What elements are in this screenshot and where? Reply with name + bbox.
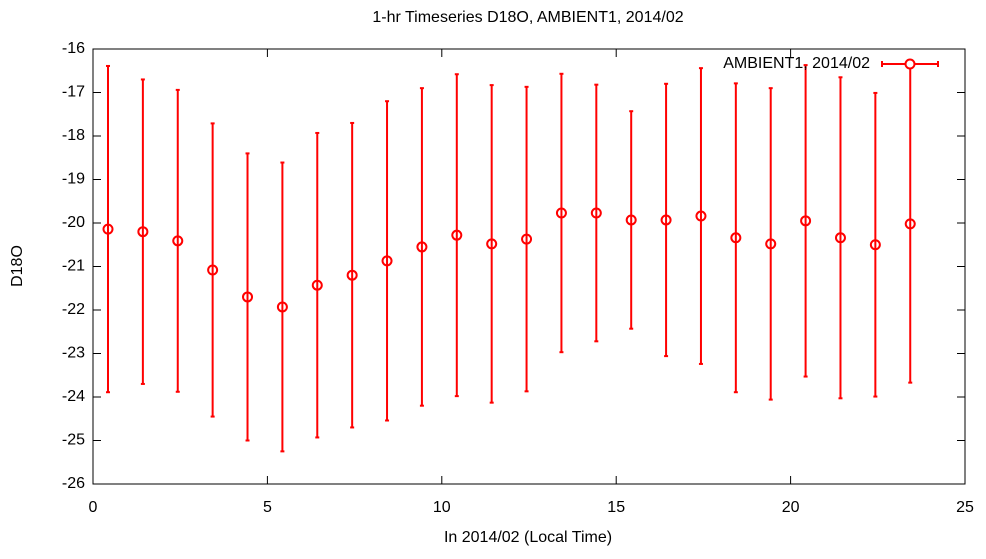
data-point bbox=[102, 223, 114, 235]
error-bar bbox=[210, 122, 215, 418]
chart-title: 1-hr Timeseries D18O, AMBIENT1, 2014/02 bbox=[372, 9, 683, 26]
y-tick-label: -22 bbox=[62, 301, 85, 318]
error-bar bbox=[105, 64, 110, 394]
error-bar bbox=[315, 131, 320, 439]
error-bar bbox=[245, 152, 250, 442]
data-point bbox=[869, 239, 881, 251]
error-bar bbox=[489, 84, 494, 404]
error-bar bbox=[280, 161, 285, 453]
y-tick-label: -21 bbox=[62, 258, 85, 275]
error-bar bbox=[768, 87, 773, 401]
data-point bbox=[521, 233, 533, 245]
error-bar bbox=[454, 73, 459, 398]
y-tick-label: -26 bbox=[62, 475, 85, 492]
error-bar bbox=[664, 82, 669, 358]
x-tick-label: 5 bbox=[263, 499, 272, 516]
data-point bbox=[800, 215, 812, 227]
data-point bbox=[590, 207, 602, 219]
y-tick-label: -18 bbox=[62, 127, 85, 144]
x-tick-label: 15 bbox=[607, 499, 625, 516]
data-point bbox=[834, 232, 846, 244]
error-bar bbox=[873, 91, 878, 398]
data-point bbox=[451, 229, 463, 241]
error-bar bbox=[698, 67, 703, 365]
y-tick-label: -20 bbox=[62, 214, 85, 231]
y-tick-label: -17 bbox=[62, 84, 85, 101]
y-axis-label: D18O bbox=[9, 245, 26, 287]
error-bar bbox=[419, 87, 424, 407]
data-point bbox=[730, 232, 742, 244]
error-bar bbox=[140, 78, 145, 385]
error-bar bbox=[629, 110, 634, 330]
y-tick-label: -16 bbox=[62, 40, 85, 57]
data-point bbox=[172, 235, 184, 247]
data-point bbox=[137, 226, 149, 238]
data-point bbox=[207, 264, 219, 276]
x-tick-label: 0 bbox=[89, 499, 98, 516]
error-bar bbox=[385, 100, 390, 422]
data-point bbox=[555, 207, 567, 219]
legend-swatch bbox=[904, 58, 916, 70]
x-tick-label: 20 bbox=[782, 499, 800, 516]
data-point bbox=[346, 269, 358, 281]
error-bar bbox=[175, 88, 180, 393]
x-tick-label: 10 bbox=[433, 499, 451, 516]
y-tick-label: -19 bbox=[62, 171, 85, 188]
error-bar bbox=[733, 82, 738, 394]
error-bar bbox=[350, 121, 355, 429]
legend-label: AMBIENT1, 2014/02 bbox=[723, 55, 870, 72]
y-tick-label: -24 bbox=[62, 388, 85, 405]
data-point bbox=[381, 255, 393, 267]
x-tick-label: 25 bbox=[956, 499, 974, 516]
error-bar bbox=[559, 72, 564, 354]
error-bar bbox=[803, 64, 808, 378]
data-point bbox=[625, 214, 637, 226]
data-point bbox=[765, 238, 777, 250]
data-point bbox=[311, 279, 323, 291]
error-bar bbox=[524, 85, 529, 393]
x-axis-label: In 2014/02 (Local Time) bbox=[444, 529, 612, 546]
error-bar bbox=[594, 83, 599, 343]
data-point bbox=[660, 214, 672, 226]
data-point bbox=[242, 291, 254, 303]
y-tick-label: -25 bbox=[62, 432, 85, 449]
data-point bbox=[416, 241, 428, 253]
error-bar bbox=[838, 76, 843, 400]
y-tick-label: -23 bbox=[62, 345, 85, 362]
data-point bbox=[904, 218, 916, 230]
data-point bbox=[276, 301, 288, 313]
data-point bbox=[486, 238, 498, 250]
data-point bbox=[695, 210, 707, 222]
